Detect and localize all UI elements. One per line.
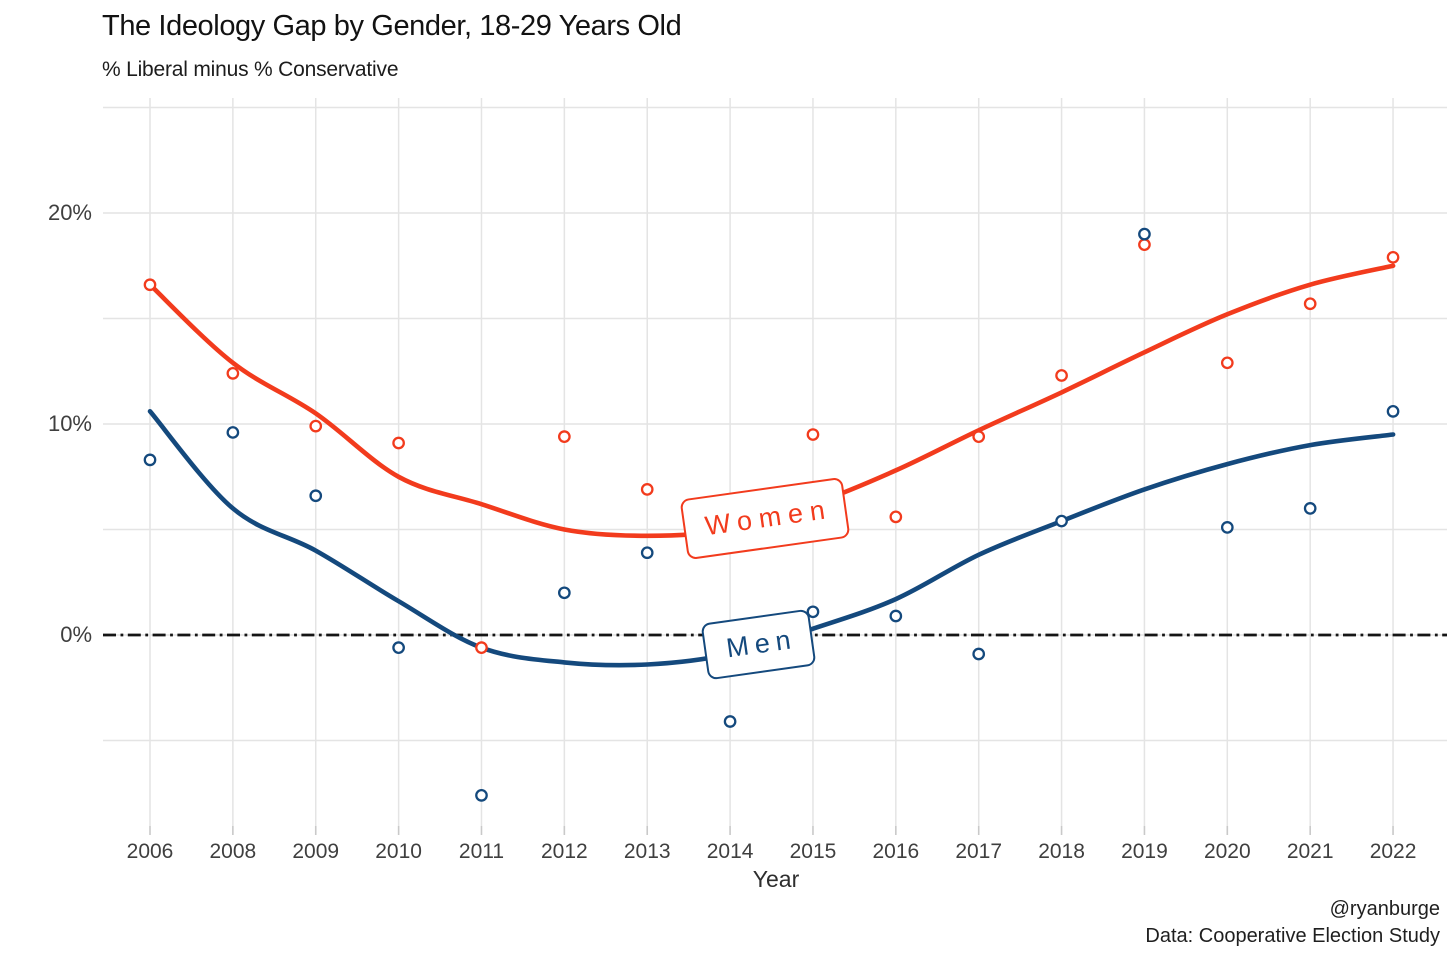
data-point-men-2022 bbox=[1386, 404, 1400, 418]
y-tick-label-0: 0% bbox=[60, 622, 92, 647]
x-tick-label-2014: 2014 bbox=[707, 840, 754, 863]
data-point-women-2013 bbox=[640, 483, 654, 496]
caption-author: @ryanburge bbox=[1329, 898, 1440, 920]
data-point-women-2015 bbox=[806, 428, 820, 441]
x-tick-label-2022: 2022 bbox=[1370, 840, 1417, 863]
x-tick-label-2010: 2010 bbox=[375, 840, 422, 863]
x-tick-label-2019: 2019 bbox=[1121, 840, 1168, 863]
x-tick-label-2011: 2011 bbox=[459, 840, 504, 863]
data-point-men-2018 bbox=[1055, 514, 1068, 528]
data-point-women-2006 bbox=[143, 278, 157, 292]
data-point-men-2015 bbox=[806, 605, 820, 619]
data-point-men-2014 bbox=[723, 715, 737, 728]
x-tick-label-2020: 2020 bbox=[1204, 840, 1251, 863]
chart-caption: @ryanburge Data: Cooperative Election St… bbox=[1145, 896, 1440, 950]
x-tick-label-2017: 2017 bbox=[955, 840, 1002, 863]
data-point-men-2009 bbox=[309, 489, 323, 503]
y-tick-label-10: 10% bbox=[48, 411, 92, 436]
x-tick-label-2012: 2012 bbox=[541, 840, 588, 863]
data-point-men-2010 bbox=[392, 641, 405, 655]
data-point-men-2017 bbox=[972, 647, 986, 661]
x-tick-label-2016: 2016 bbox=[872, 840, 919, 863]
data-point-men-2019 bbox=[1138, 227, 1151, 241]
data-point-women-2009 bbox=[309, 419, 323, 433]
x-tick-label-2008: 2008 bbox=[210, 840, 257, 863]
data-point-men-2006 bbox=[143, 453, 157, 467]
data-point-women-2019 bbox=[1138, 238, 1151, 251]
data-point-women-2018 bbox=[1055, 369, 1068, 382]
data-point-women-2022 bbox=[1386, 250, 1400, 264]
data-point-women-2010 bbox=[392, 436, 405, 450]
data-point-women-2011 bbox=[475, 641, 488, 655]
x-tick-label-2013: 2013 bbox=[624, 840, 671, 863]
chart-subtitle: % Liberal minus % Conservative bbox=[102, 58, 399, 81]
x-tick-label-2021: 2021 bbox=[1287, 840, 1334, 863]
data-point-men-2016 bbox=[889, 609, 903, 623]
data-point-women-2020 bbox=[1220, 356, 1234, 370]
data-point-men-2013 bbox=[640, 546, 654, 560]
data-point-women-2012 bbox=[557, 430, 571, 444]
x-axis-title: Year bbox=[752, 866, 800, 892]
caption-source: Data: Cooperative Election Study bbox=[1145, 925, 1440, 947]
y-tick-label-20: 20% bbox=[48, 200, 92, 225]
data-point-men-2021 bbox=[1303, 502, 1317, 515]
data-point-men-2012 bbox=[557, 586, 571, 600]
data-point-women-2017 bbox=[972, 430, 986, 444]
data-point-men-2008 bbox=[226, 426, 240, 439]
data-point-women-2021 bbox=[1303, 297, 1317, 311]
data-point-women-2016 bbox=[889, 510, 903, 524]
chart-title: The Ideology Gap by Gender, 18-29 Years … bbox=[102, 10, 682, 42]
x-tick-label-2018: 2018 bbox=[1038, 840, 1085, 863]
x-tick-label-2009: 2009 bbox=[292, 840, 339, 863]
x-tick-label-2006: 2006 bbox=[127, 840, 174, 863]
data-point-women-2008 bbox=[226, 367, 240, 380]
data-point-men-2020 bbox=[1220, 521, 1234, 534]
data-point-men-2011 bbox=[475, 789, 488, 802]
x-tick-label-2015: 2015 bbox=[790, 840, 837, 863]
